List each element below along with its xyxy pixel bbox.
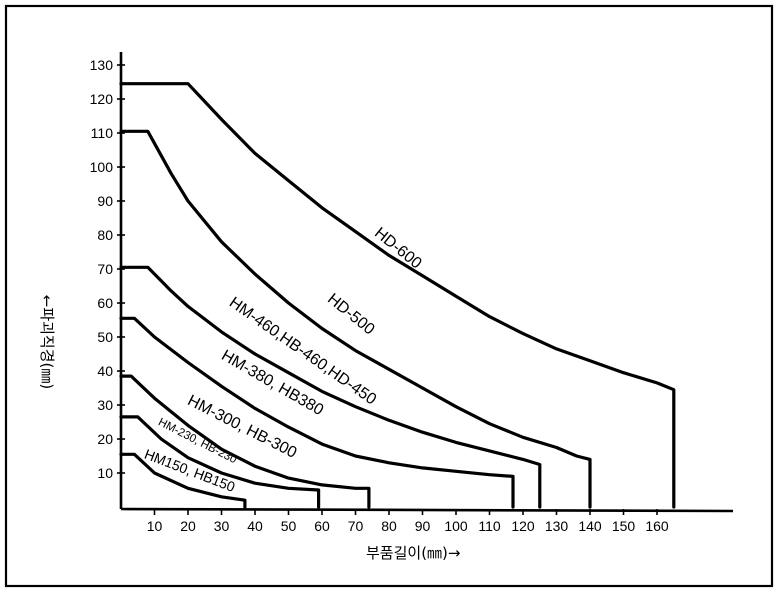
x-tick-label: 10 [147,518,163,534]
series-label-5: HM-300, HB-300 [185,392,300,462]
y-tick-label: 110 [91,125,114,141]
y-tick-group: 10 20 30 40 50 60 70 80 90 100 110 120 130 [90,57,125,481]
x-axis [120,507,734,513]
y-tick-label: 60 [97,295,113,311]
chart-frame [4,4,774,588]
x-tick-label: 150 [612,518,636,534]
y-tick-label: 100 [90,159,114,175]
series-curve-7 [119,452,247,509]
y-tick-label: 70 [97,261,113,277]
x-tick-group: 10 20 30 40 50 60 70 80 90 100 110 120 130 140 150 160 [147,509,669,534]
x-tick-label: 160 [645,518,669,534]
series-curve-3 [119,265,542,509]
y-tick-label: 20 [97,431,113,447]
y-tick-label: 120 [90,91,114,107]
x-tick-label: 70 [348,518,364,534]
x-tick-label: 20 [180,518,196,534]
y-tick-label: 80 [97,227,113,243]
x-tick-label: 110 [478,518,501,534]
y-tick-label: 30 [97,397,113,413]
y-tick-label: 90 [97,193,113,209]
x-tick-label: 50 [281,518,297,534]
series-curve-1 [119,82,676,509]
x-tick-label: 80 [381,518,397,534]
series-label-2: HD-500 [324,291,378,339]
series-curve-4 [119,316,515,509]
curve-group [119,82,676,509]
x-tick-label: 140 [578,518,602,534]
y-tick-label: 130 [90,57,114,73]
x-axis-label: 부품길이(㎜)→ [366,544,460,562]
series-curve-6 [119,415,321,509]
x-tick-label: 40 [247,518,263,534]
x-tick-label: 120 [511,518,535,534]
y-tick-label: 10 [97,465,113,481]
x-tick-label: 100 [444,518,468,534]
series-curve-5 [119,374,371,509]
y-axis-label: ←파괴직경(㎜) [38,295,56,389]
x-tick-label: 30 [214,518,230,534]
x-tick-label: 90 [415,518,431,534]
series-curve-2 [119,129,592,509]
x-tick-label: 60 [314,518,330,534]
y-tick-label: 40 [97,363,113,379]
x-tick-label: 130 [545,518,569,534]
y-tick-label: 50 [97,329,113,345]
